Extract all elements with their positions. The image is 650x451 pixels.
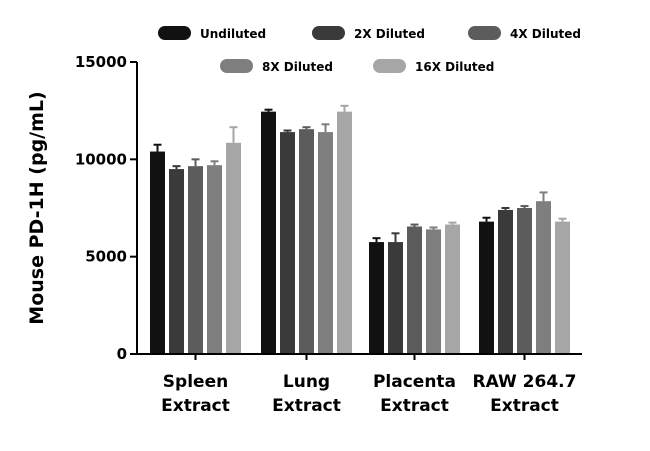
legend: Undiluted 2X Diluted 4X Diluted 8X Diluted 1… <box>158 26 581 74</box>
legend-label: 16X Diluted <box>415 60 494 74</box>
bar <box>426 229 441 354</box>
x-tick-label: Extract <box>272 396 341 416</box>
x-tick-label: Extract <box>380 396 449 416</box>
bar <box>555 221 570 354</box>
legend-swatch <box>468 26 501 40</box>
bar <box>369 242 384 354</box>
bar <box>445 224 460 354</box>
bar <box>150 151 165 354</box>
legend-swatch <box>312 26 345 40</box>
legend-swatch <box>373 59 406 73</box>
bar <box>188 166 203 354</box>
y-tick-label: 5000 <box>85 248 127 266</box>
bar <box>337 111 352 354</box>
bar <box>536 201 551 354</box>
x-axis: Spleen Extract Lung Extract Placenta Extract R… <box>137 353 582 416</box>
x-tick-label: Lung <box>283 372 330 392</box>
y-axis: 0 5000 10000 15000 <box>75 53 138 363</box>
bar <box>226 142 241 354</box>
bar <box>299 129 314 354</box>
bar <box>388 242 403 354</box>
y-tick-label: 10000 <box>75 150 127 168</box>
legend-swatch <box>220 59 253 73</box>
bar <box>261 111 276 354</box>
y-tick-label: 15000 <box>75 53 127 71</box>
bar <box>169 169 184 354</box>
legend-label: 4X Diluted <box>510 27 581 41</box>
legend-label: Undiluted <box>200 27 266 41</box>
x-tick-label: Placenta <box>373 372 456 392</box>
bars <box>150 104 570 354</box>
bar <box>517 208 532 354</box>
legend-label: 8X Diluted <box>262 60 333 74</box>
y-axis-title: Mouse PD-1H (pg/mL) <box>26 91 48 324</box>
x-tick-label: RAW 264.7 <box>473 372 577 392</box>
bar <box>498 209 513 354</box>
bar <box>280 132 295 354</box>
bar <box>407 226 422 354</box>
bar <box>207 165 222 354</box>
x-tick-label: Spleen <box>163 372 228 392</box>
y-tick-label: 0 <box>117 345 127 363</box>
bar <box>318 132 333 354</box>
bar <box>479 221 494 354</box>
x-tick-label: Extract <box>161 396 230 416</box>
x-tick-label: Extract <box>490 396 559 416</box>
legend-swatch <box>158 26 191 40</box>
legend-label: 2X Diluted <box>354 27 425 41</box>
